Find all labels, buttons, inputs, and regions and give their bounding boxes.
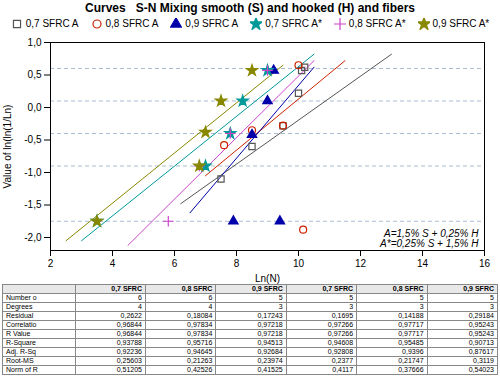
html-text:0,54023: 0,54023 bbox=[468, 366, 494, 373]
html-text:0,9 SFRC: 0,9 SFRC bbox=[252, 285, 283, 292]
html-text:0,95243: 0,95243 bbox=[468, 321, 494, 328]
html-text:0,1695: 0,1695 bbox=[331, 312, 354, 319]
html-text:0,97218: 0,97218 bbox=[257, 321, 283, 328]
html-text:0,21263: 0,21263 bbox=[187, 357, 213, 364]
html-text:R-Square: R-Square bbox=[6, 339, 36, 346]
html-text:0,97717: 0,97717 bbox=[398, 321, 424, 328]
html-text:3: 3 bbox=[419, 303, 424, 310]
html-text:0,4117: 0,4117 bbox=[332, 366, 354, 373]
html-text:Root-MS: Root-MS bbox=[6, 357, 34, 364]
html-text:0,8 SFRC: 0,8 SFRC bbox=[181, 285, 213, 292]
html-text:5: 5 bbox=[278, 294, 283, 301]
html-text:0,97266: 0,97266 bbox=[327, 321, 354, 328]
html-text:0,8 SFRC: 0,8 SFRC bbox=[392, 285, 424, 292]
html-text:0,97266: 0,97266 bbox=[327, 330, 354, 337]
html-text:4: 4 bbox=[208, 303, 213, 310]
html-text:0,96844: 0,96844 bbox=[116, 321, 142, 328]
html-text:6: 6 bbox=[138, 294, 142, 301]
html-text:0,37666: 0,37666 bbox=[398, 366, 424, 373]
html-text:0,92684: 0,92684 bbox=[257, 348, 283, 355]
svg-text:-1,5: -1,5 bbox=[24, 199, 42, 210]
html-text:0,51205: 0,51205 bbox=[116, 366, 142, 373]
html-text:0,17243: 0,17243 bbox=[257, 312, 283, 319]
svg-text:14: 14 bbox=[417, 258, 429, 269]
html-text:0,23974: 0,23974 bbox=[257, 357, 283, 364]
html-text:Number o: Number o bbox=[6, 294, 37, 301]
html-text:4: 4 bbox=[138, 303, 142, 310]
html-text:0,8 SFRC A: 0,8 SFRC A bbox=[105, 18, 159, 29]
html-text:0,42526: 0,42526 bbox=[187, 366, 213, 373]
svg-text:12: 12 bbox=[355, 258, 367, 269]
html-text:0,9 SFRC A*: 0,9 SFRC A* bbox=[432, 18, 490, 29]
html-text:0,21747: 0,21747 bbox=[398, 357, 424, 364]
html-text:0,92236: 0,92236 bbox=[116, 348, 142, 355]
svg-text:-0,5: -0,5 bbox=[24, 134, 42, 145]
html-text:0,87617: 0,87617 bbox=[468, 348, 494, 355]
svg-text:6: 6 bbox=[172, 258, 178, 269]
html-text:5: 5 bbox=[349, 294, 354, 301]
html-text:0,92808: 0,92808 bbox=[327, 348, 354, 355]
html-text:Curves S-N Mixing smooth (S) a: Curves S-N Mixing smooth (S) and hooked … bbox=[85, 1, 415, 15]
svg-text:10: 10 bbox=[293, 258, 305, 269]
svg-text:Value of ln(ln(1/Ln): Value of ln(ln(1/Ln) bbox=[2, 105, 13, 189]
html-text:5: 5 bbox=[490, 294, 494, 301]
html-text:0,95485: 0,95485 bbox=[398, 339, 424, 346]
svg-text:8: 8 bbox=[234, 258, 240, 269]
svg-text:0,0: 0,0 bbox=[28, 102, 42, 113]
html-text:0,93788: 0,93788 bbox=[116, 339, 142, 346]
html-text:0,95243: 0,95243 bbox=[468, 330, 494, 337]
html-text:0,8 SFRC A*: 0,8 SFRC A* bbox=[348, 18, 406, 29]
svg-text:4: 4 bbox=[110, 258, 116, 269]
svg-text:0,5: 0,5 bbox=[28, 69, 42, 80]
html-text:0,9396: 0,9396 bbox=[402, 348, 424, 355]
html-text:0,96844: 0,96844 bbox=[116, 330, 142, 337]
svg-text:-1,0: -1,0 bbox=[24, 167, 42, 178]
html-text:0,97834: 0,97834 bbox=[187, 330, 213, 337]
html-text:0,95716: 0,95716 bbox=[187, 339, 213, 346]
html-text:0,97834: 0,97834 bbox=[187, 321, 213, 328]
html-text:0,2622: 0,2622 bbox=[120, 312, 142, 319]
html-text:3: 3 bbox=[490, 303, 494, 310]
svg-text:A=1,5% S + 0,25% HA*=0,25% S +: A=1,5% S + 0,25% HA*=0,25% S + 1,5% H bbox=[379, 228, 479, 249]
html-text:Adj. R-Sq: Adj. R-Sq bbox=[6, 348, 36, 355]
html-text:0,97717: 0,97717 bbox=[398, 330, 424, 337]
html-text:0,29184: 0,29184 bbox=[468, 312, 494, 319]
html-text:0,3119: 0,3119 bbox=[473, 357, 494, 364]
html-text:0,94608: 0,94608 bbox=[327, 339, 354, 346]
svg-text:1,0: 1,0 bbox=[28, 37, 42, 48]
html-text:0,25603: 0,25603 bbox=[116, 357, 142, 364]
html-text:0,7 SFRC: 0,7 SFRC bbox=[322, 285, 354, 292]
html-text:0,9 SFRC A: 0,9 SFRC A bbox=[185, 18, 239, 29]
html-text:6: 6 bbox=[208, 294, 213, 301]
svg-text:Ln(N): Ln(N) bbox=[255, 273, 280, 284]
html-text:0,7 SFRC A*: 0,7 SFRC A* bbox=[265, 18, 322, 29]
html-text:Correlatio: Correlatio bbox=[6, 321, 37, 328]
html-text:0,18084: 0,18084 bbox=[187, 312, 213, 319]
html-text:0,14188: 0,14188 bbox=[398, 312, 424, 319]
svg-text:2: 2 bbox=[48, 258, 54, 269]
html-text:Degrees: Degrees bbox=[6, 303, 33, 310]
html-text:0,41525: 0,41525 bbox=[257, 366, 283, 373]
html-text:0,97218: 0,97218 bbox=[257, 330, 283, 337]
html-text:Residual: Residual bbox=[6, 312, 34, 319]
html-text:3: 3 bbox=[349, 303, 354, 310]
html-text:0,94513: 0,94513 bbox=[257, 339, 283, 346]
html-text:0,9 SFRC: 0,9 SFRC bbox=[463, 285, 494, 292]
html-text:0,7 SFRC: 0,7 SFRC bbox=[111, 285, 142, 292]
html-text:0,7 SFRC A: 0,7 SFRC A bbox=[25, 18, 79, 29]
svg-text:-2,0: -2,0 bbox=[24, 232, 42, 243]
html-text:0,2377: 0,2377 bbox=[331, 357, 354, 364]
html-text:Norm of R: Norm of R bbox=[6, 366, 38, 373]
html-text:5: 5 bbox=[419, 294, 424, 301]
html-text:3: 3 bbox=[278, 303, 283, 310]
html-text:R Value: R Value bbox=[6, 330, 31, 337]
html-text:0,90713: 0,90713 bbox=[468, 339, 494, 346]
html-text:0,94645: 0,94645 bbox=[187, 348, 213, 355]
svg-text:16: 16 bbox=[479, 258, 491, 269]
